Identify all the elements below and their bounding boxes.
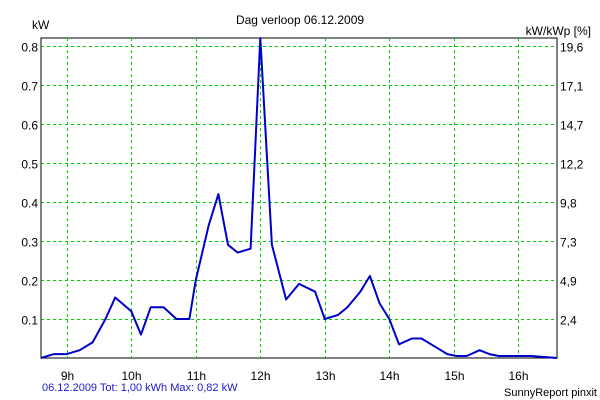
y-axis-left-label: kW — [32, 18, 50, 32]
chart-title: Dag verloop 06.12.2009 — [236, 13, 364, 27]
footer-credit: SunnyReport pinxit — [504, 387, 597, 399]
x-tick-label: 15h — [444, 369, 464, 383]
y-tick-label-left: 0.4 — [21, 197, 38, 211]
series-line — [40, 37, 558, 359]
x-tick-label: 12h — [250, 369, 270, 383]
grid — [41, 38, 557, 358]
y-tick-label-right: 17,1 — [560, 80, 584, 94]
footer-summary: 06.12.2009 Tot: 1,00 kWh Max: 0,82 kW — [42, 382, 238, 394]
y-tick-label-right: 12,2 — [560, 158, 584, 172]
x-tick-label: 13h — [315, 369, 335, 383]
y-tick-label-left: 0.1 — [21, 314, 38, 328]
y-tick-label-left: 0.5 — [21, 158, 38, 172]
y-tick-label-right: 14,7 — [560, 119, 584, 133]
x-tick-label: 14h — [379, 369, 399, 383]
y-tick-label-left: 0.2 — [21, 275, 38, 289]
y-tick-label-right: 19,6 — [560, 41, 584, 55]
x-tick-label: 11h — [187, 369, 206, 383]
x-tick-label: 16h — [508, 369, 528, 383]
y-tick-label-left: 0.6 — [21, 119, 38, 133]
y-tick-label-left: 0.8 — [21, 41, 38, 55]
y-tick-label-right: 7,3 — [560, 236, 577, 250]
y-tick-label-right: 4,9 — [560, 275, 577, 289]
axis-ticks: 9h 10h 11h 12h 13h 14h 15h 16h 0.1 2,4 0.2 4,9 0.3 7,… — [21, 41, 583, 384]
y-tick-label-left: 0.7 — [21, 80, 38, 94]
series-layer — [40, 37, 558, 359]
y-axis-right-label: kW/kWp [%] — [526, 24, 591, 38]
x-tick-label: 9h — [61, 369, 74, 383]
x-tick-label: 10h — [121, 369, 141, 383]
y-tick-label-right: 2,4 — [560, 314, 577, 328]
y-tick-label-right: 9,8 — [560, 197, 577, 211]
y-tick-label-left: 0.3 — [21, 236, 38, 250]
plot-area — [40, 37, 558, 359]
